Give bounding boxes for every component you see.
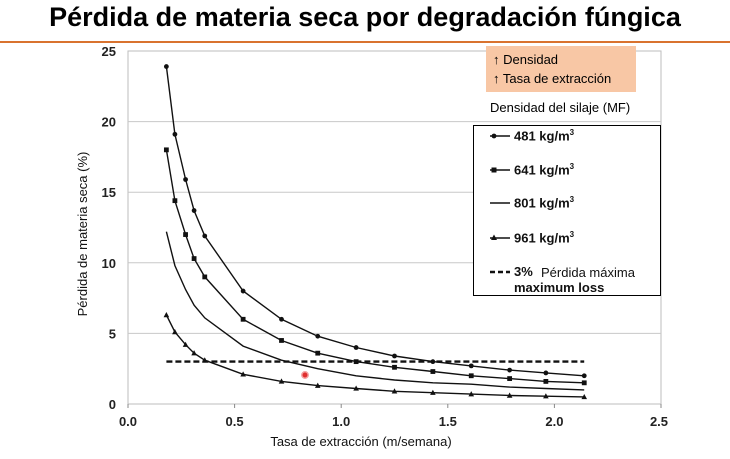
x-tick-label: 0.5 [226,414,244,429]
x-tick-label: 1.0 [332,414,350,429]
series-1 [163,147,587,386]
data-point [314,382,321,388]
data-point [191,350,197,356]
data-point [202,274,208,280]
data-point [430,389,436,395]
data-point [543,370,549,376]
series-line [165,314,585,398]
legend-symbol-961 [490,234,510,240]
series-layer [163,64,588,400]
data-point [183,177,188,182]
x-tick-label: 2.5 [650,414,668,429]
y-tick-label: 20 [102,115,116,130]
data-point [279,338,284,343]
legend-symbol-641 [490,167,510,173]
data-point [468,363,474,369]
y-tick-label: 5 [109,326,116,341]
data-point [172,328,178,335]
note-density: ↑ Densidad [493,52,559,67]
plot-frame [127,50,662,405]
x-tick-label: 0.0 [119,414,137,429]
data-point [172,131,178,137]
data-point [191,256,197,261]
data-point [468,373,474,379]
data-point [191,208,197,213]
data-point [581,380,587,386]
data-point [202,233,208,239]
legend-item-481: 481 kg/m3 [514,128,575,144]
data-point [543,379,549,384]
legend-symbol-481 [490,133,510,139]
y-tick-label: 10 [102,256,116,271]
series-line [165,231,585,391]
legend-item-961: 961 kg/m3 [514,230,575,246]
slide-title: Pérdida de materia seca por degradación … [49,2,681,32]
data-point [353,345,359,350]
series-3 [163,312,588,400]
data-point [182,341,189,347]
legend-item-641: 641 kg/m3 [514,162,575,178]
legend-item-max-loss: 3% [514,264,533,279]
data-point [278,378,285,384]
legend-item-max-loss-es: Pérdida máxima [541,265,635,280]
data-point [315,333,321,339]
data-point [240,316,246,322]
note-box [486,46,636,92]
legend: 481 kg/m3 641 kg/m3 801 kg/m3 961 kg/m3 … [473,125,661,296]
data-point [240,288,246,294]
x-tick-label: 2.0 [545,414,563,429]
legend-item-801: 801 kg/m3 [514,195,575,211]
data-point [581,373,587,379]
y-tick-label: 25 [102,44,116,59]
data-point [506,392,513,398]
series-2 [165,231,585,391]
x-tick-label: 1.5 [439,414,457,429]
data-point [163,64,169,69]
data-point [353,385,359,391]
data-point [163,312,170,318]
legend-title: Densidad del silaje (MF) [490,100,631,115]
data-point [392,353,397,359]
cursor-dot [301,371,309,379]
y-tick-label: 15 [102,185,116,200]
data-point [315,350,321,356]
data-point [279,316,284,322]
legend-symbols [490,133,510,274]
data-point [392,364,397,370]
axes: 0 5 10 15 20 25 0.0 0.5 1.0 1.5 2.0 2.5 [102,44,669,429]
series-0 [163,64,587,379]
y-axis-label: Pérdida de materia seca (%) [75,152,90,317]
data-point [543,393,549,399]
title-underline [0,41,730,43]
data-point [581,393,588,400]
note-extraction-rate: ↑ Tasa de extracción [493,71,612,86]
legend-item-max-loss-en: maximum loss [514,280,605,295]
data-point [507,367,513,373]
data-point [172,198,178,204]
data-point [240,371,246,377]
data-point [430,369,436,374]
data-point [468,391,475,397]
data-point [183,232,188,237]
y-tick-label: 0 [109,397,116,412]
data-point [507,376,513,381]
data-point [163,147,169,153]
data-point [391,388,398,394]
x-axis-label: Tasa de extracción (m/semana) [270,434,451,449]
